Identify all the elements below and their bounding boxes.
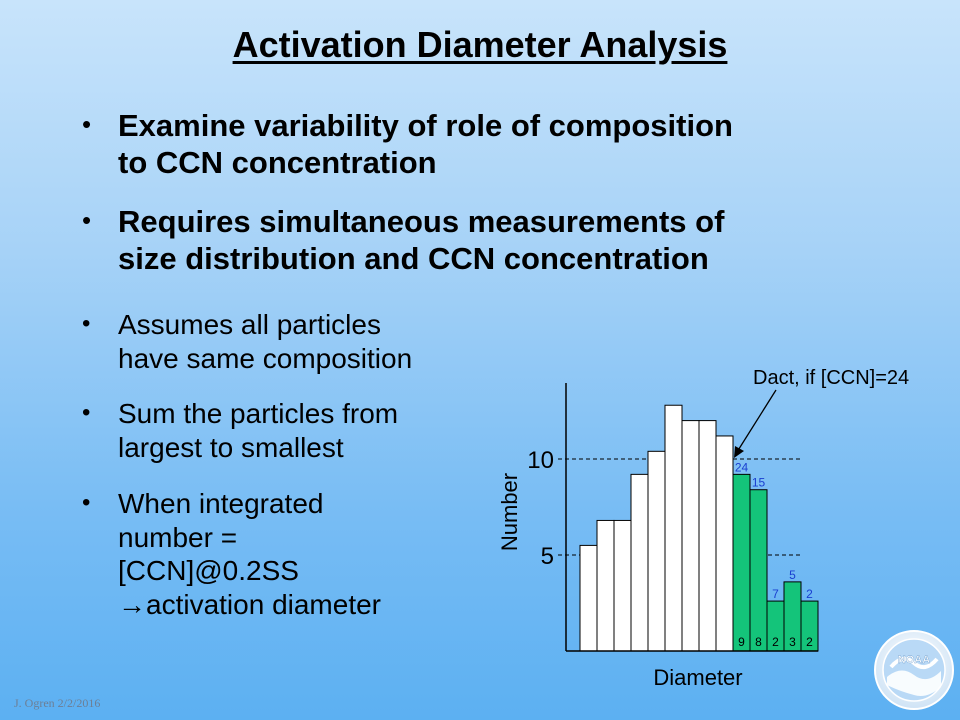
bar-11 <box>749 489 768 652</box>
bullet-dot: • <box>82 109 92 139</box>
logo-text: NOAA <box>898 654 930 666</box>
bullet-dot: • <box>82 399 91 426</box>
bullet-line: Requires simultaneous measurements of <box>118 204 725 239</box>
bullet-integrated: • When integrated number = [CCN]@0.2SS →… <box>82 487 462 621</box>
bar-8 <box>698 420 717 652</box>
bullet-measurements: • Requires simultaneous measurements of … <box>82 203 882 277</box>
bullet-line: size distribution and CCN concentration <box>118 241 709 277</box>
y-tick-label: 10 <box>527 447 554 474</box>
arrow-icon: → <box>118 588 146 620</box>
annotation-arrowhead <box>734 446 744 458</box>
bar-10 <box>732 473 751 652</box>
cumulative-label: 2 <box>806 587 813 601</box>
footer-author-date: J. Ogren 2/2/2016 <box>14 696 101 710</box>
bullet-assumes: • Assumes all particles have same compos… <box>82 308 502 375</box>
bar-5 <box>647 450 666 652</box>
bar-count-label: 9 <box>738 635 745 649</box>
y-axis-label: Number <box>497 473 522 551</box>
bullet-line: largest to smallest <box>118 431 344 463</box>
bullet-line: to CCN concentration <box>118 145 437 181</box>
bar-1 <box>579 544 598 652</box>
bullet-line: number = <box>118 521 238 553</box>
slide-title: Activation Diameter Analysis <box>232 24 728 65</box>
annotation-text: Dact, if [CCN]=24 <box>753 367 909 389</box>
bullet-dot: • <box>82 489 91 516</box>
bar-3 <box>613 519 632 652</box>
bullet-line: activation diameter <box>146 588 382 620</box>
bullet-line: Examine variability of role of compositi… <box>118 108 733 143</box>
cumulative-label: 15 <box>752 476 766 490</box>
bullet-composition: • Examine variability of role of composi… <box>82 107 882 181</box>
bar-count-label: 3 <box>789 635 796 649</box>
bar-6 <box>664 404 683 652</box>
bullet-sum: • Sum the particles from largest to smal… <box>82 397 462 464</box>
bar-count-label: 2 <box>772 635 779 649</box>
bar-count-label: 2 <box>806 635 813 649</box>
bullet-line: [CCN]@0.2SS <box>118 555 299 587</box>
bullet-line: When integrated <box>118 488 324 519</box>
noaa-logo: NOAA <box>874 630 954 710</box>
bullet-line: Assumes all particles <box>118 309 381 340</box>
bullet-line: have same composition <box>118 342 413 374</box>
bullet-line: Sum the particles from <box>118 398 399 429</box>
cumulative-label: 24 <box>735 460 749 474</box>
cumulative-label: 5 <box>789 568 796 582</box>
y-tick-label: 5 <box>541 543 554 570</box>
cumulative-label: 7 <box>772 587 779 601</box>
bullet-dot: • <box>82 310 91 337</box>
x-axis-label: Diameter <box>653 665 742 690</box>
annotation-arrow-line <box>736 389 777 453</box>
bar-9 <box>715 435 734 652</box>
bar-2 <box>596 519 615 652</box>
bar-count-label: 8 <box>755 635 762 649</box>
bar-4 <box>630 473 649 652</box>
bar-7 <box>681 420 700 652</box>
bullet-dot: • <box>82 205 92 235</box>
